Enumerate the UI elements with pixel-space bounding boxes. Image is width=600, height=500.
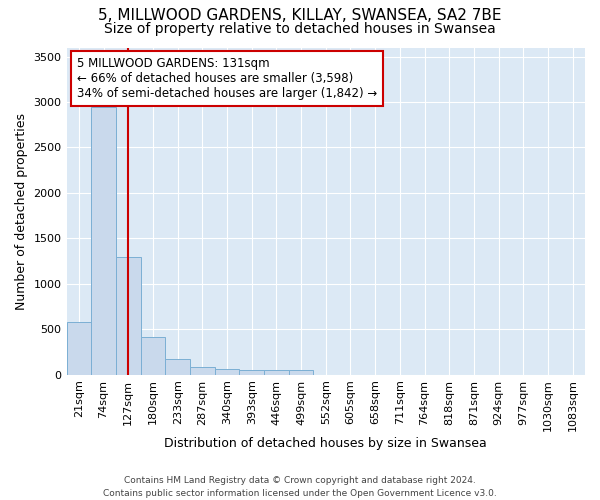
Bar — [264, 370, 289, 374]
Bar — [239, 370, 264, 374]
Text: Contains HM Land Registry data © Crown copyright and database right 2024.
Contai: Contains HM Land Registry data © Crown c… — [103, 476, 497, 498]
Bar — [190, 366, 215, 374]
Text: Size of property relative to detached houses in Swansea: Size of property relative to detached ho… — [104, 22, 496, 36]
Bar — [67, 322, 91, 374]
X-axis label: Distribution of detached houses by size in Swansea: Distribution of detached houses by size … — [164, 437, 487, 450]
Text: 5 MILLWOOD GARDENS: 131sqm
← 66% of detached houses are smaller (3,598)
34% of s: 5 MILLWOOD GARDENS: 131sqm ← 66% of deta… — [77, 58, 377, 100]
Text: 5, MILLWOOD GARDENS, KILLAY, SWANSEA, SA2 7BE: 5, MILLWOOD GARDENS, KILLAY, SWANSEA, SA… — [98, 8, 502, 22]
Bar — [140, 336, 165, 374]
Bar — [116, 256, 140, 374]
Bar — [165, 360, 190, 374]
Y-axis label: Number of detached properties: Number of detached properties — [15, 112, 28, 310]
Bar — [215, 370, 239, 374]
Bar — [289, 370, 313, 374]
Bar — [91, 106, 116, 374]
